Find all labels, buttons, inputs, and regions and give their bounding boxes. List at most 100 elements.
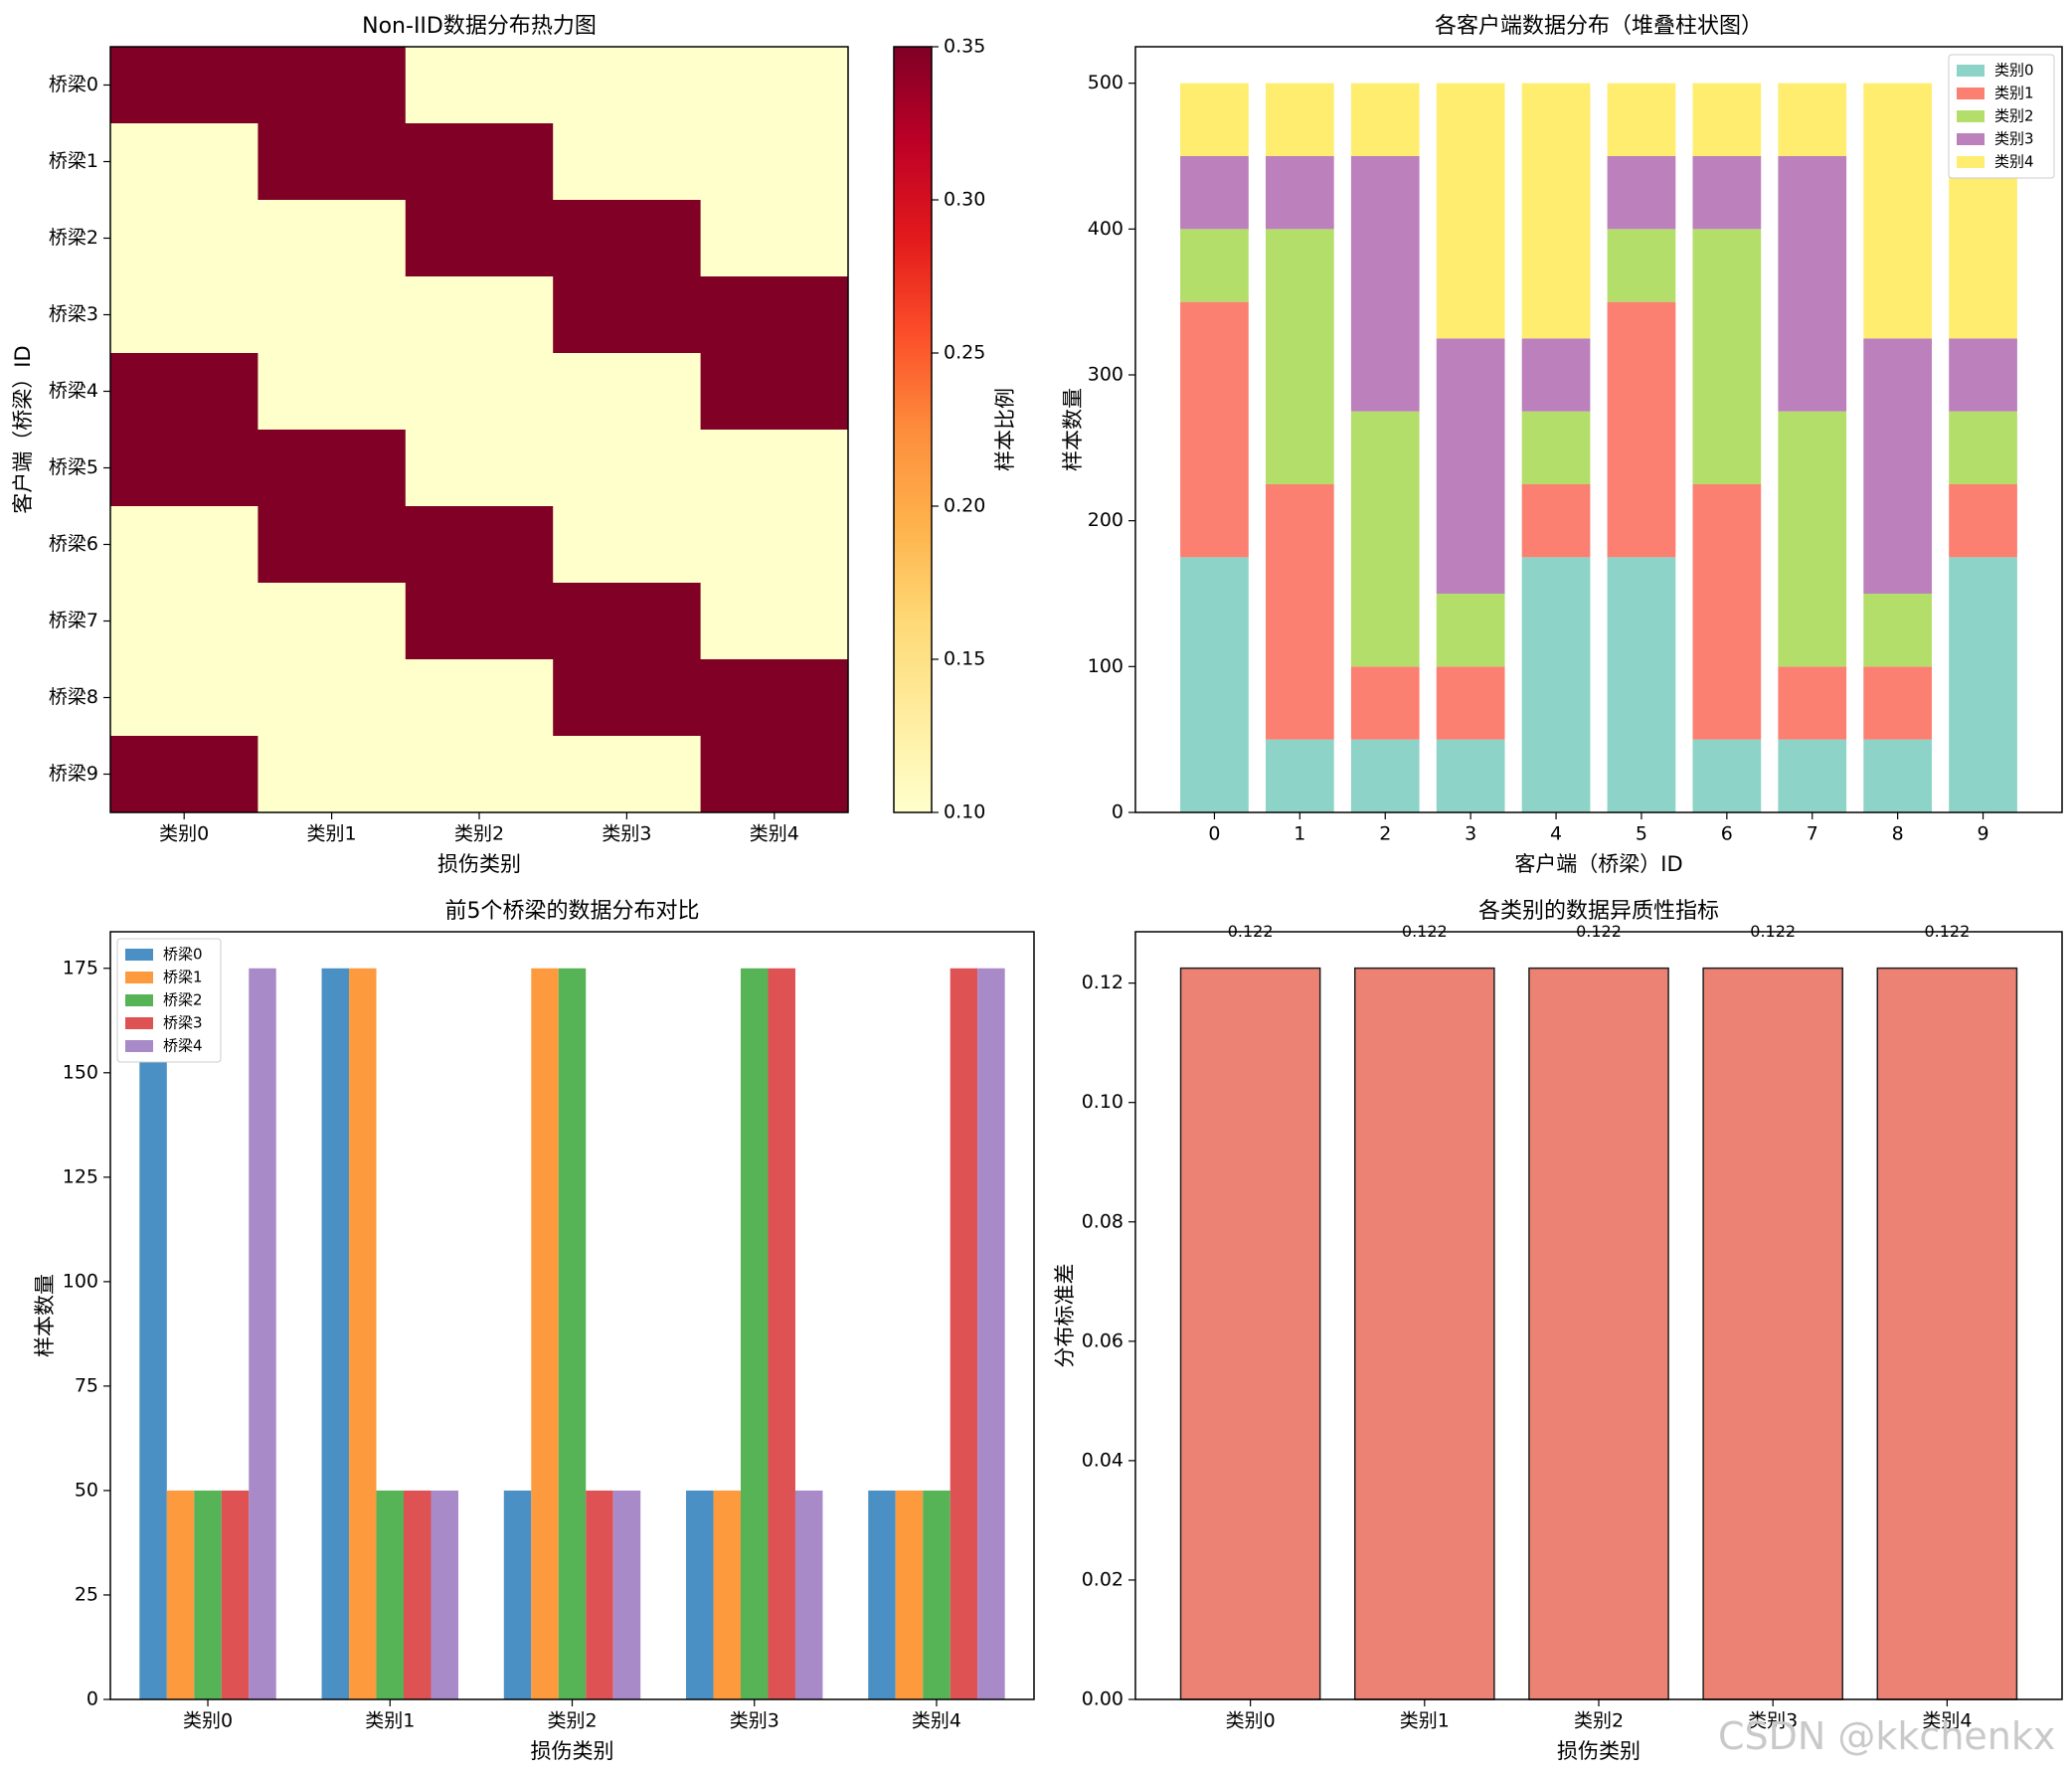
stacked-bar-segment	[1949, 484, 2017, 558]
grouped-bar	[923, 1490, 950, 1699]
y-tick-label: 100	[1088, 655, 1123, 677]
heatmap-cell	[553, 47, 702, 124]
heatmap-cell	[258, 353, 407, 431]
legend-label: 桥梁2	[163, 991, 203, 1009]
heatmap-cell	[405, 506, 554, 584]
stacked-bar-segment	[1863, 594, 1933, 667]
x-axis-label: 损伤类别	[437, 852, 521, 876]
x-tick-label: 类别0	[1226, 1710, 1276, 1732]
heatmap-cell	[700, 123, 849, 201]
legend-swatch	[125, 972, 153, 983]
chart-title: Non-IID数据分布热力图	[362, 14, 597, 39]
heatmap-cell	[700, 506, 849, 584]
heatmap-cell	[700, 430, 849, 507]
heatmap-cell	[553, 123, 702, 201]
stacked-bar-segment	[1180, 301, 1249, 558]
y-tick-label: 桥梁3	[49, 303, 98, 325]
stacked-bar-segment	[1265, 484, 1334, 740]
grouped-bar	[558, 968, 587, 1699]
colorbar-tick-label: 0.25	[944, 342, 985, 364]
heatmap-cell	[258, 430, 407, 507]
x-axis-label: 损伤类别	[531, 1739, 614, 1763]
y-axis-label: 样本数量	[33, 1274, 57, 1357]
heatmap-cell	[405, 583, 554, 660]
stacked-bar-segment	[1778, 156, 1847, 412]
chart-title: 前5个桥梁的数据分布对比	[445, 899, 700, 924]
grouped-bar	[139, 968, 167, 1699]
y-tick-label: 桥梁1	[49, 150, 98, 172]
heatmap-cell	[258, 736, 407, 813]
x-tick-label: 类别3	[1748, 1710, 1798, 1732]
heterogeneity-bar	[1702, 967, 1844, 1700]
heatmap-cell	[700, 353, 849, 431]
legend-label: 类别2	[1994, 107, 2034, 125]
grouped-bar	[249, 968, 276, 1699]
y-tick-label: 0.02	[1082, 1568, 1123, 1590]
heatmap-cell	[553, 430, 702, 507]
stacked-bar-segment	[1180, 557, 1249, 812]
legend-box	[116, 938, 222, 1063]
heatmap-cell	[700, 736, 849, 813]
x-tick-label: 0	[1208, 823, 1220, 845]
stacked-bar-segment	[1265, 739, 1334, 812]
legend-label: 类别3	[1994, 130, 2034, 148]
colorbar	[893, 46, 933, 813]
x-tick-label: 类别1	[307, 823, 357, 845]
colorbar-tick-label: 0.15	[944, 648, 985, 670]
stacked-bar-segment	[1607, 83, 1676, 156]
stacked-bar-segment	[1350, 156, 1420, 412]
heatmap-cell	[700, 659, 849, 737]
stacked-bar-segment	[1350, 739, 1420, 812]
heatmap-cell	[110, 736, 259, 813]
stacked-bar-segment	[1778, 666, 1847, 740]
stacked-bar-segment	[1265, 83, 1334, 156]
legend-swatch	[1957, 88, 1985, 99]
grouped-bar	[977, 968, 1005, 1699]
grouped-bar	[166, 1490, 195, 1699]
x-tick-label: 9	[1977, 823, 1988, 845]
stacked-bar-segment	[1778, 739, 1847, 812]
grouped-bar	[321, 968, 350, 1699]
y-tick-label: 桥梁7	[49, 610, 98, 631]
x-tick-label: 2	[1379, 823, 1391, 845]
stacked-bar-segment	[1436, 83, 1505, 339]
stacked-bar-segment	[1778, 83, 1847, 156]
heatmap-cell	[110, 353, 259, 431]
heatmap-cell	[553, 506, 702, 584]
heatmap-cell	[110, 200, 259, 277]
stacked-bar-segment	[1436, 666, 1505, 740]
grouped-bar	[376, 1490, 405, 1699]
heatmap-cell	[258, 123, 407, 201]
y-tick-label: 0.04	[1082, 1449, 1123, 1471]
x-tick-label: 类别1	[365, 1710, 415, 1732]
y-tick-label: 0	[1112, 801, 1123, 823]
heatmap-cell	[110, 123, 259, 201]
x-tick-label: 类别1	[1400, 1710, 1450, 1732]
x-tick-label: 8	[1892, 823, 1904, 845]
csdn-watermark: CSDN @kkchenkx	[1718, 1714, 2056, 1758]
chart-title: 各客户端数据分布（堆叠柱状图）	[1435, 14, 1763, 39]
legend-label: 桥梁3	[163, 1014, 203, 1032]
heatmap-cell	[258, 200, 407, 277]
heatmap-cell	[110, 583, 259, 660]
stacked-bar-segment	[1778, 411, 1847, 667]
heatmap-cell	[110, 659, 259, 737]
stacked-bar-segment	[1350, 411, 1420, 667]
x-tick-label: 类别0	[183, 1710, 233, 1732]
y-tick-label: 100	[63, 1270, 98, 1292]
y-tick-label: 0.06	[1082, 1330, 1123, 1351]
y-tick-label: 桥梁4	[49, 380, 98, 402]
heatmap-cell	[553, 736, 702, 813]
x-tick-label: 类别3	[602, 823, 651, 845]
stacked-bar-segment	[1949, 411, 2017, 484]
y-tick-label: 175	[63, 957, 98, 978]
grouped-bar	[768, 968, 795, 1699]
y-tick-label: 0	[86, 1688, 98, 1710]
y-tick-label: 桥梁0	[49, 74, 98, 95]
stacked-bar-segment	[1521, 411, 1591, 484]
heterogeneity-bar	[1179, 967, 1321, 1700]
legend-box	[1948, 54, 2055, 179]
grouped-bar	[404, 1490, 432, 1699]
colorbar-tick-label: 0.10	[944, 801, 985, 823]
